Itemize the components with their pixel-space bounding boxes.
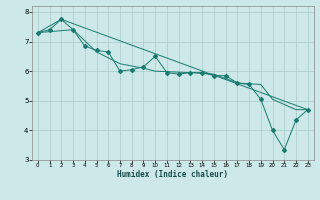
X-axis label: Humidex (Indice chaleur): Humidex (Indice chaleur) (117, 170, 228, 179)
